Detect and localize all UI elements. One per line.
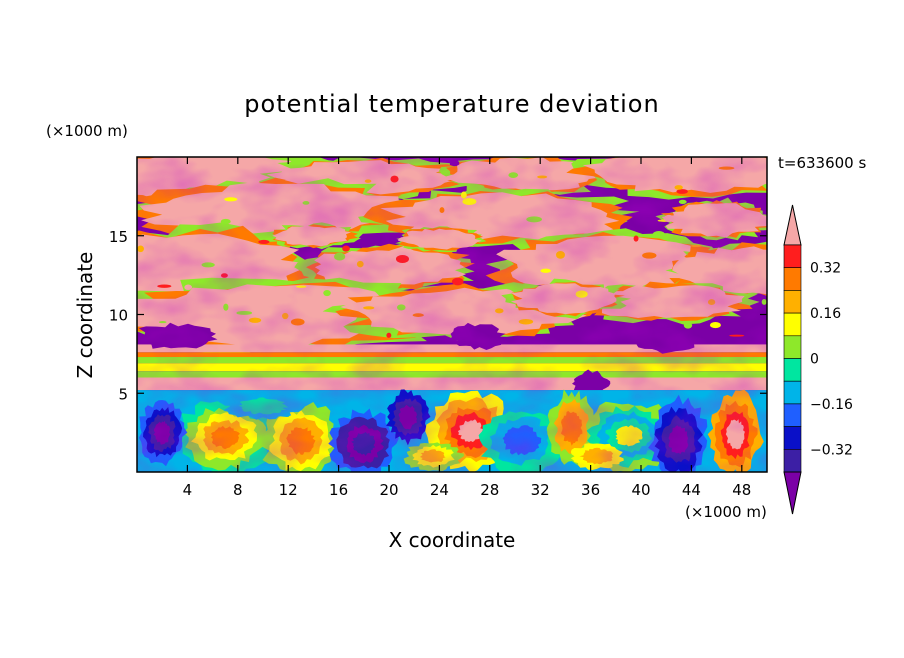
- colorbar-tick-label: −0.16: [810, 397, 853, 413]
- x-tick-label: 20: [379, 481, 398, 499]
- colorbar-box: [783, 290, 802, 314]
- colorbar-bottom-arrow: [783, 471, 802, 515]
- x-tick-label: 44: [682, 481, 701, 499]
- time-label: t=633600 s: [778, 154, 866, 172]
- colorbar-tick-label: 0.32: [810, 261, 841, 277]
- x-tick-label: 24: [430, 481, 449, 499]
- chart-title: potential temperature deviation: [244, 90, 659, 118]
- y-tick-label: 10: [109, 307, 128, 325]
- y-axis-label: Z coordinate: [73, 252, 97, 379]
- y-tick-label: 5: [118, 385, 128, 403]
- field-texture: [137, 157, 767, 472]
- x-tick-label: 4: [183, 481, 193, 499]
- colorbar-box: [783, 448, 802, 473]
- colorbar-box: [783, 426, 802, 450]
- y-tick-label: 15: [109, 228, 128, 246]
- colorbar-top-arrow: [783, 204, 802, 246]
- x-tick-label: 48: [732, 481, 751, 499]
- colorbar-tick-label: 0.16: [810, 306, 841, 322]
- x-unit-label: (×1000 m): [685, 503, 767, 521]
- colorbar: 0.32 0.16 0 −0.16 −0.32: [783, 204, 853, 515]
- colorbar-box: [783, 335, 802, 359]
- x-axis: 4 8 12 16 20 24 28 32 36 40 44 48: [183, 157, 751, 499]
- colorbar-box: [783, 312, 802, 337]
- x-tick-label: 16: [329, 481, 348, 499]
- x-tick-label: 8: [233, 481, 243, 499]
- x-axis-label: X coordinate: [389, 528, 516, 552]
- colorbar-box: [783, 267, 802, 291]
- y-axis: 5 10 15: [109, 228, 767, 403]
- y-unit-label: (×1000 m): [46, 122, 128, 140]
- x-tick-label: 28: [480, 481, 499, 499]
- x-tick-label: 12: [279, 481, 298, 499]
- x-tick-label: 40: [631, 481, 650, 499]
- x-tick-label: 32: [531, 481, 550, 499]
- colorbar-tick-label: −0.32: [810, 442, 853, 458]
- colorbar-box: [783, 244, 802, 269]
- colorbar-box: [783, 403, 802, 427]
- colorbar-box: [783, 380, 802, 405]
- colorbar-box: [783, 358, 802, 382]
- contour-field: [137, 157, 767, 472]
- colorbar-tick-label: 0: [810, 352, 819, 368]
- x-tick-label: 36: [581, 481, 600, 499]
